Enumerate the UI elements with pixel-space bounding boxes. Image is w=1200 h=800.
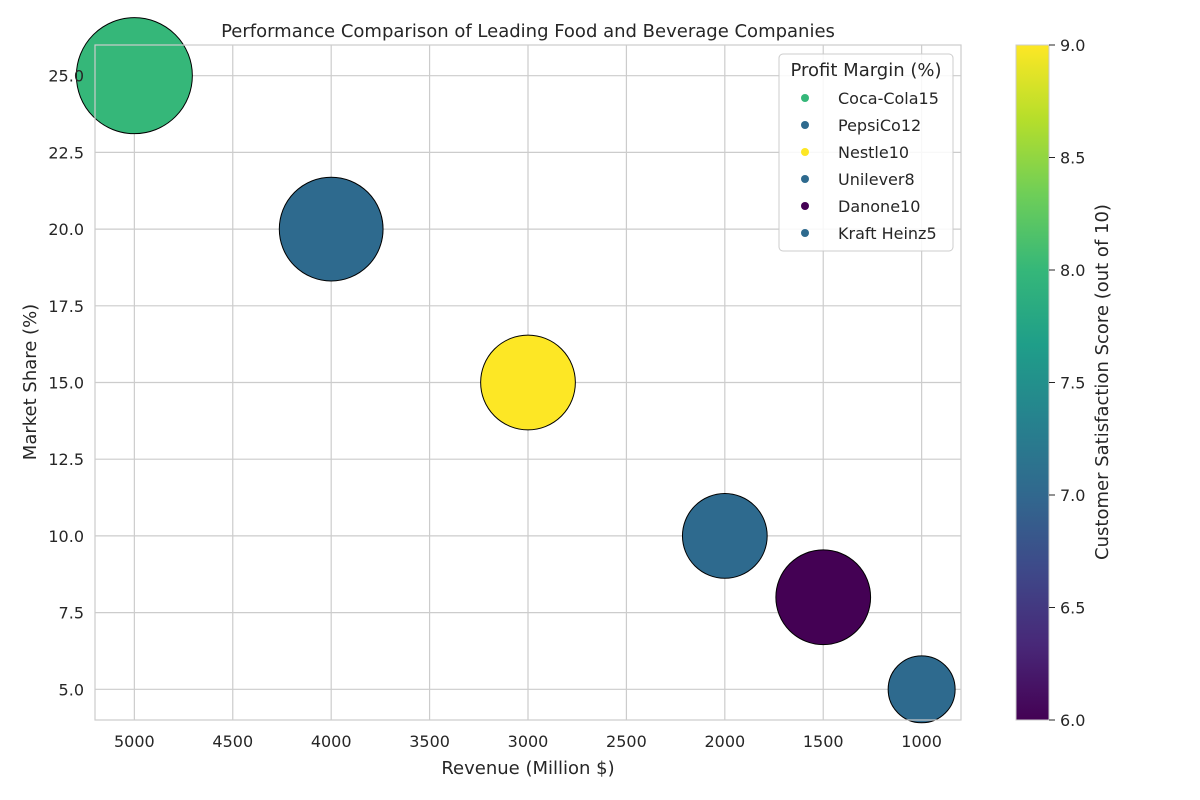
legend-title: Profit Margin (%): [790, 60, 941, 81]
colorbar-tick-label: 6.5: [1060, 599, 1085, 618]
bubble-coca-cola: [75, 17, 193, 135]
bubble-pepsico: [278, 176, 384, 282]
legend-entry-label: Nestle10: [838, 143, 909, 162]
x-tick-label: 4000: [311, 732, 352, 751]
y-tick-label: 22.5: [48, 143, 84, 162]
bubble-nestle: [480, 334, 576, 431]
legend-entries: Coca-Cola15 PepsiCo12 Nestle10 Unilever8 Dan…: [801, 89, 939, 243]
x-axis-ticks: 5000 4500 4000 3500 3000 2500 2000 1500 1000: [114, 732, 942, 751]
legend-marker: [801, 202, 809, 210]
x-tick-label: 2500: [606, 732, 647, 751]
legend-marker: [801, 94, 809, 102]
colorbar-tick-label: 7.0: [1060, 486, 1085, 505]
legend-entry-label: Coca-Cola15: [838, 89, 939, 108]
legend-entry-label: PepsiCo12: [838, 116, 921, 135]
legend-entry-label: Kraft Heinz5: [838, 224, 937, 243]
colorbar: 6.0 6.5 7.0 7.5 8.0 8.5 9.0 Customer Satisfact…: [1015, 36, 1113, 730]
legend-marker: [801, 229, 809, 237]
colorbar-tick-label: 9.0: [1060, 36, 1085, 55]
y-tick-label: 10.0: [48, 527, 84, 546]
bubble-kraft-heinz: [887, 655, 956, 724]
colorbar-title: Customer Satisfaction Score (out of 10): [1092, 204, 1113, 560]
bubble-danone: [775, 549, 872, 646]
x-axis-title: Revenue (Million $): [441, 758, 614, 779]
colorbar-gradient: [1015, 44, 1050, 721]
legend-entry-label: Unilever8: [838, 170, 915, 189]
y-tick-label: 20.0: [48, 220, 84, 239]
legend-entry-label: Danone10: [838, 197, 920, 216]
x-tick-label: 4500: [212, 732, 253, 751]
chart-title: Performance Comparison of Leading Food a…: [221, 21, 835, 42]
bubbles: [75, 17, 956, 724]
y-tick-label: 15.0: [48, 374, 84, 393]
legend-marker: [801, 121, 809, 129]
x-tick-label: 3500: [409, 732, 450, 751]
colorbar-tick-label: 8.0: [1060, 261, 1085, 280]
y-tick-label: 5.0: [59, 680, 84, 699]
colorbar-tick-label: 6.0: [1060, 711, 1085, 730]
y-axis-ticks: 5.0 7.5 10.0 12.5 15.0 17.5 20.0 22.5 25.0: [48, 67, 84, 700]
legend-box: [778, 53, 954, 252]
y-axis-title: Market Share (%): [20, 304, 41, 460]
x-tick-label: 1500: [803, 732, 844, 751]
x-tick-label: 3000: [508, 732, 549, 751]
plot-frame: [94, 44, 962, 721]
x-tick-label: 2000: [704, 732, 745, 751]
bubble-unilever: [681, 493, 768, 579]
legend-marker: [801, 175, 809, 183]
x-tick-label: 5000: [114, 732, 155, 751]
legend-marker: [801, 148, 809, 156]
colorbar-ticks: 6.0 6.5 7.0 7.5 8.0 8.5 9.0: [1049, 36, 1085, 730]
colorbar-tick-label: 7.5: [1060, 374, 1085, 393]
colorbar-tick-label: 8.5: [1060, 149, 1085, 168]
y-tick-label: 25.0: [48, 67, 84, 86]
legend: Profit Margin (%) Coca-Cola15 PepsiCo12 Ne…: [778, 53, 954, 252]
y-tick-label: 17.5: [48, 297, 84, 316]
y-tick-label: 7.5: [59, 604, 84, 623]
y-tick-label: 12.5: [48, 450, 84, 469]
x-tick-label: 1000: [901, 732, 942, 751]
